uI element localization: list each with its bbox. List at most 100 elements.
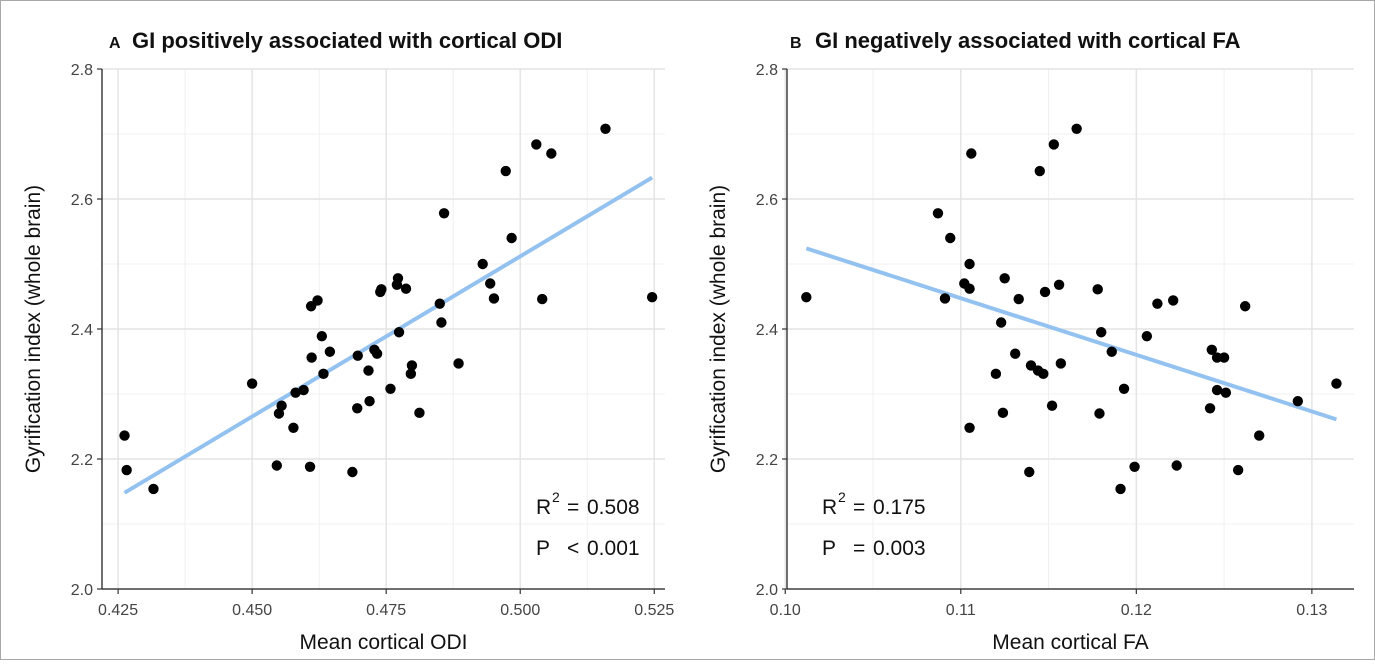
data-point	[1092, 284, 1103, 295]
data-point	[1152, 298, 1163, 309]
data-point	[1211, 384, 1223, 396]
data-point	[352, 403, 363, 414]
y-tick-label: 2.6	[756, 192, 778, 209]
x-tick-label: 0.11	[946, 602, 976, 619]
data-point	[1220, 387, 1232, 398]
r-squared-annotation: R 2 = 0.175	[822, 489, 926, 519]
data-point	[932, 208, 944, 219]
data-point	[1010, 348, 1021, 359]
data-point	[318, 368, 329, 380]
data-point	[506, 232, 517, 244]
x-tick-label: 0.450	[232, 602, 272, 619]
stat-operator: =	[567, 496, 579, 519]
data-point	[1024, 466, 1035, 478]
stat-value: 0.003	[873, 537, 926, 560]
data-point	[546, 148, 557, 159]
data-point	[537, 293, 548, 305]
data-point	[434, 298, 445, 309]
panel-label: A	[109, 35, 121, 52]
data-point	[1039, 286, 1051, 298]
y-tick-label: 2.4	[756, 322, 778, 339]
y-tick-label: 2.2	[71, 452, 93, 469]
p-value-annotation: P <0.001	[536, 537, 640, 560]
data-point	[531, 139, 542, 150]
data-point	[488, 293, 500, 304]
data-point	[1115, 483, 1126, 495]
data-point	[1096, 327, 1107, 338]
data-point	[485, 278, 496, 289]
data-point	[1171, 460, 1182, 471]
data-point	[347, 466, 358, 478]
data-point	[405, 368, 417, 380]
data-point	[964, 283, 975, 294]
data-point	[290, 387, 301, 398]
data-point	[1094, 408, 1105, 419]
data-point	[1254, 430, 1265, 441]
panel-a: 2.0 2.2 2.4 2.6 2.8 0.425 0.450 0.475 0.500 0.525…	[22, 28, 674, 654]
stat-value: 0.001	[587, 537, 640, 560]
data-point	[995, 317, 1007, 328]
data-point	[600, 123, 611, 134]
data-point	[997, 407, 1009, 419]
x-axis-label: Mean cortical FA	[992, 631, 1148, 654]
data-point	[966, 148, 977, 159]
data-point	[801, 291, 812, 303]
stat-operator: <	[567, 537, 579, 560]
data-point	[400, 283, 412, 294]
data-point	[271, 460, 282, 471]
y-axis-label: Gyrification index (whole brain)	[707, 185, 730, 473]
data-point	[414, 407, 425, 419]
data-point	[990, 368, 1002, 380]
stat-label: P	[536, 537, 550, 560]
stat-value: 0.175	[873, 496, 926, 519]
data-point	[1141, 330, 1153, 342]
data-point	[364, 395, 375, 407]
data-point	[999, 273, 1010, 284]
data-point	[1055, 358, 1067, 369]
x-tick-label: 0.10	[770, 602, 801, 619]
regression-line	[123, 175, 654, 495]
data-point	[276, 400, 287, 411]
data-point	[306, 352, 317, 363]
data-point	[646, 291, 658, 303]
data-point	[121, 464, 132, 476]
stat-superscript: 2	[552, 489, 560, 505]
data-point	[392, 273, 404, 284]
stat-label: R	[822, 496, 837, 519]
data-point	[352, 350, 363, 361]
data-point	[1129, 461, 1140, 472]
data-point	[393, 327, 405, 338]
stat-operator: =	[853, 496, 865, 519]
data-point	[1218, 352, 1230, 363]
data-point	[1048, 139, 1060, 150]
data-point	[273, 408, 285, 419]
data-point	[436, 317, 447, 328]
regression-line	[805, 246, 1338, 422]
y-tick-label: 2.6	[71, 192, 93, 209]
data-point	[1106, 346, 1117, 357]
x-tick-label: 0.475	[366, 602, 406, 619]
data-point	[246, 378, 258, 389]
y-tick-label: 2.0	[756, 582, 778, 599]
data-point	[385, 383, 396, 394]
data-point	[1292, 395, 1304, 407]
x-tick-label: 0.12	[1121, 602, 1152, 619]
panel-b: 2.0 2.2 2.4 2.6 2.8 0.10 0.11 0.12 0.13 B GI negat…	[707, 28, 1354, 654]
y-tick-label: 2.2	[756, 452, 778, 469]
stat-value: 0.508	[587, 496, 640, 519]
stat-operator: =	[853, 537, 865, 560]
data-point	[312, 295, 323, 306]
data-point	[1204, 403, 1216, 414]
p-value-annotation: P = 0.003	[822, 537, 926, 560]
data-point	[316, 330, 328, 342]
y-axis-label: Gyrification index (whole brain)	[22, 185, 45, 473]
y-tick-label: 2.8	[71, 62, 93, 79]
data-point	[148, 483, 159, 495]
data-point	[376, 284, 387, 295]
data-point	[1118, 383, 1130, 394]
stat-label: P	[822, 537, 836, 560]
data-point	[324, 346, 336, 357]
data-point	[1331, 378, 1342, 389]
x-tick-label: 0.525	[634, 602, 674, 619]
